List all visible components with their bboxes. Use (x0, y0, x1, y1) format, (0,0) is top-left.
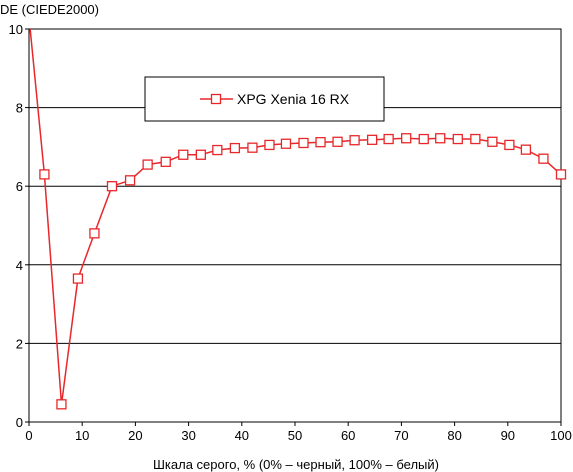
data-point-27 (487, 136, 498, 147)
data-point-24 (435, 133, 446, 144)
y-tick-label-2: 2 (16, 336, 23, 351)
x-axis-ticks: 0 10 20 30 40 50 60 70 80 90 100 (25, 422, 572, 443)
data-point-2 (56, 399, 67, 410)
data-point-21 (383, 133, 394, 145)
y-tick-label-0: 0 (16, 415, 23, 430)
x-tick-label-20: 20 (128, 428, 142, 443)
x-tick-label-0: 0 (25, 428, 32, 443)
data-point-23 (418, 133, 429, 145)
data-point-29 (520, 144, 532, 155)
data-point-13 (247, 142, 258, 153)
data-point-15 (280, 138, 292, 149)
y-tick-label-10: 10 (9, 22, 23, 37)
x-tick-label-100: 100 (550, 428, 572, 443)
data-point-3 (72, 273, 84, 284)
x-tick-label-70: 70 (394, 428, 408, 443)
data-point-10 (195, 149, 206, 160)
x-tick-label-40: 40 (235, 428, 249, 443)
data-point-31 (555, 169, 567, 180)
data-point-20 (366, 134, 378, 145)
x-tick-label-50: 50 (288, 428, 302, 443)
data-point-16 (298, 137, 309, 149)
y-axis-label: DE (CIEDE2000) (0, 2, 99, 17)
x-tick-label-60: 60 (341, 428, 355, 443)
data-point-17 (315, 137, 326, 148)
x-tick-label-10: 10 (75, 428, 89, 443)
x-tick-label-30: 30 (181, 428, 195, 443)
data-point-22 (401, 133, 412, 144)
data-point-4 (89, 228, 100, 239)
data-point-19 (349, 135, 360, 146)
y-tick-label-4: 4 (16, 258, 23, 273)
y-axis-ticks: 0 2 4 6 8 10 (9, 22, 29, 430)
legend-swatch-marker (210, 93, 222, 105)
legend: XPG Xenia 16 RX (144, 76, 385, 122)
legend-entry-label: XPG Xenia 16 RX (237, 91, 350, 107)
x-axis-label: Шкала серого, % (0% – черный, 100% – бел… (153, 457, 439, 472)
data-point-6 (124, 175, 136, 186)
data-point-12 (229, 142, 241, 154)
x-tick-label-80: 80 (447, 428, 461, 443)
x-tick-label-90: 90 (501, 428, 515, 443)
data-point-7 (142, 159, 153, 170)
data-point-9 (178, 149, 189, 160)
series-layer (29, 29, 567, 410)
y-tick-label-8: 8 (16, 101, 23, 116)
data-point-1 (39, 169, 50, 180)
data-point-5 (106, 181, 118, 192)
data-point-26 (470, 133, 481, 145)
data-point-25 (452, 133, 463, 145)
data-point-28 (504, 139, 515, 151)
data-point-11 (212, 144, 223, 156)
y-tick-label-6: 6 (16, 179, 23, 194)
data-point-18 (332, 136, 343, 147)
data-point-8 (160, 156, 171, 167)
data-point-30 (538, 153, 549, 164)
data-point-14 (264, 139, 275, 151)
legend-box (144, 76, 385, 122)
